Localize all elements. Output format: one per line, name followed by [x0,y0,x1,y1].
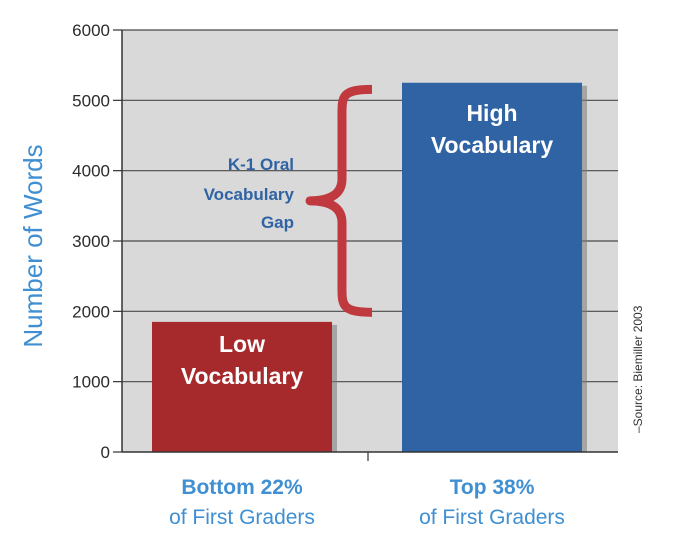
gap-annotation: K-1 Oral Vocabulary Gap [204,84,373,317]
y-tick-label-6000: 6000 [72,21,110,40]
y-tick-label-2000: 2000 [72,302,110,321]
gap-bracket [305,84,373,317]
y-tick-label-3000: 3000 [72,232,110,251]
bars: Low Vocabulary High Vocabulary [152,82,587,452]
x-category-sublabel-2: of First Graders [419,506,565,529]
bar-label-2-line-1: High [466,100,517,126]
bar-1 [152,321,332,452]
bar-label-2-line-2: Vocabulary [431,132,553,158]
bar-2 [402,82,582,452]
x-category-sublabel-1: of First Graders [169,506,315,529]
y-tick-label-0: 0 [101,443,110,462]
y-tick-label-1000: 1000 [72,373,110,392]
bar-label-1-line-2: Vocabulary [181,363,303,389]
gap-label-line-2: Vocabulary [204,185,295,204]
gap-label-line-3: Gap [261,213,294,232]
x-category-label-1: Bottom 22% [181,476,303,499]
axes: 0 1000 2000 3000 4000 5000 6000 Bottom 22% of Fi… [72,21,618,529]
x-category-label-2: Top 38% [450,476,535,499]
bar-label-1-line-1: Low [219,331,265,357]
y-tick-label-4000: 4000 [72,162,110,181]
y-tick-label-5000: 5000 [72,91,110,110]
gap-label-line-1: K-1 Oral [228,155,294,174]
y-axis-label: Number of Words [18,144,48,347]
source-note: –Source: Biemiller 2003 [631,305,645,433]
